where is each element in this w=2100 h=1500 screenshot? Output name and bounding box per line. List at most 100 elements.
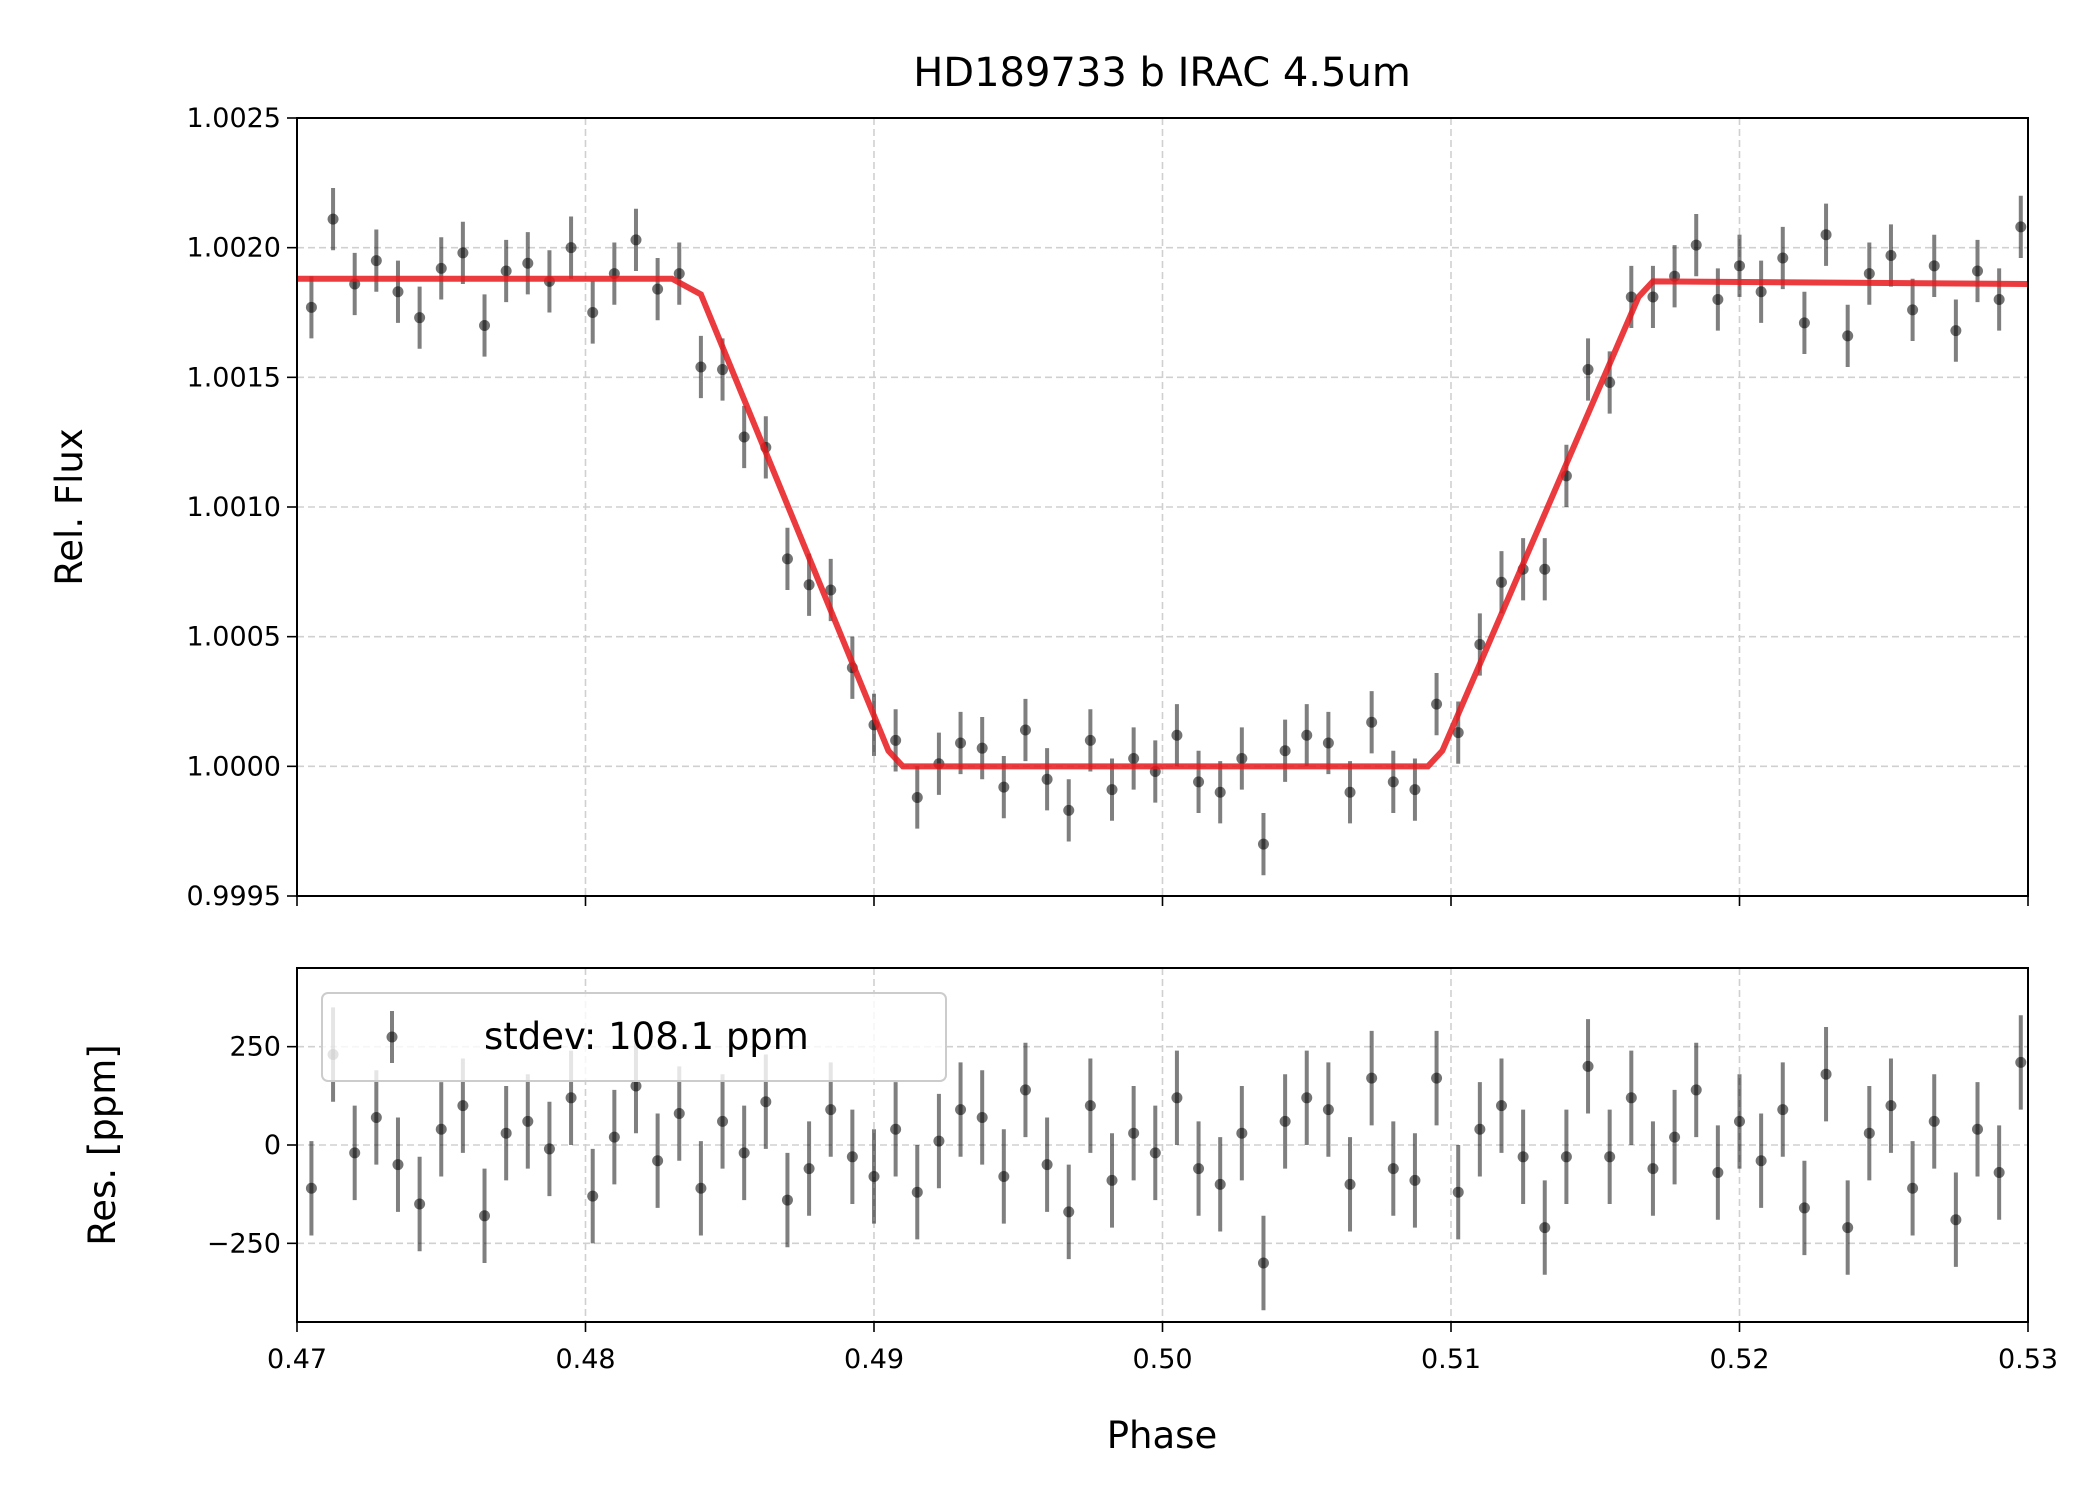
data-point bbox=[1106, 1174, 1118, 1186]
data-point bbox=[1993, 1167, 2005, 1179]
data-point bbox=[1128, 1127, 1140, 1139]
data-point bbox=[1474, 1123, 1486, 1135]
data-point bbox=[1495, 576, 1507, 588]
data-point bbox=[1690, 1084, 1702, 1096]
data-point bbox=[1972, 265, 1984, 277]
data-point bbox=[305, 1182, 317, 1194]
data-point bbox=[695, 1182, 707, 1194]
data-point bbox=[587, 1190, 599, 1202]
data-point bbox=[803, 579, 815, 591]
y-tick-label: −250 bbox=[207, 1228, 281, 1259]
data-point bbox=[933, 1135, 945, 1147]
data-point bbox=[1647, 291, 1659, 303]
data-point bbox=[1344, 786, 1356, 798]
plot-area: −250 0 250 0.47 0.48 0.49 0.50 0.51 0.52 0.53 stde… bbox=[207, 967, 2058, 1375]
x-axis-label: Phase bbox=[1107, 1414, 1217, 1457]
data-point bbox=[1257, 838, 1269, 850]
data-point bbox=[1279, 1115, 1291, 1127]
model-line bbox=[297, 275, 2029, 770]
data-point bbox=[630, 234, 642, 246]
data-point bbox=[1625, 291, 1637, 303]
data-point bbox=[1928, 1115, 1940, 1127]
data-point bbox=[976, 1111, 988, 1123]
data-point bbox=[1387, 776, 1399, 788]
x-tick-label: 0.53 bbox=[1998, 1344, 2058, 1375]
data-point bbox=[1171, 1092, 1183, 1104]
data-point bbox=[846, 1151, 858, 1163]
data-point bbox=[717, 364, 729, 376]
data-point bbox=[608, 1131, 620, 1143]
data-point bbox=[565, 242, 577, 254]
data-point bbox=[1755, 286, 1767, 298]
data-point bbox=[803, 1163, 815, 1175]
data-point bbox=[1409, 1174, 1421, 1186]
data-point bbox=[327, 213, 339, 225]
data-point bbox=[370, 1111, 382, 1123]
data-point bbox=[392, 286, 404, 298]
data-point bbox=[673, 268, 685, 280]
data-point bbox=[500, 265, 512, 277]
data-point bbox=[522, 1115, 534, 1127]
axes-frame bbox=[296, 967, 2029, 1323]
data-point bbox=[1842, 330, 1854, 342]
data-point bbox=[1950, 325, 1962, 337]
data-point bbox=[630, 1080, 642, 1092]
data-point bbox=[414, 312, 426, 324]
data-point bbox=[1171, 729, 1183, 741]
x-tick-label: 0.47 bbox=[267, 1344, 327, 1375]
data-point bbox=[1452, 727, 1464, 739]
data-point bbox=[890, 734, 902, 746]
data-point bbox=[955, 737, 967, 749]
data-point bbox=[955, 1104, 967, 1116]
data-point bbox=[457, 1100, 469, 1112]
data-point bbox=[305, 301, 317, 313]
data-point bbox=[1863, 268, 1875, 280]
plot-area: 0.9995 1.0000 1.0005 1.0010 1.0015 1.0020 1.00… bbox=[187, 103, 2029, 912]
data-point bbox=[1495, 1100, 1507, 1112]
data-point bbox=[1582, 1060, 1594, 1072]
data-point bbox=[1279, 745, 1291, 757]
data-point bbox=[435, 262, 447, 274]
data-point bbox=[781, 553, 793, 565]
data-point bbox=[2015, 1056, 2027, 1068]
data-point bbox=[1149, 1147, 1161, 1159]
data-point bbox=[1560, 1151, 1572, 1163]
data-point bbox=[717, 1115, 729, 1127]
data-point bbox=[1236, 1127, 1248, 1139]
data-point bbox=[760, 1096, 772, 1108]
data-point bbox=[457, 247, 469, 259]
data-point bbox=[1604, 377, 1616, 389]
y-axis-label: Res. [ppm] bbox=[81, 1044, 124, 1246]
data-point bbox=[1193, 1163, 1205, 1175]
data-point bbox=[1106, 784, 1118, 796]
data-point bbox=[587, 307, 599, 318]
legend-marker bbox=[386, 1031, 398, 1043]
x-tick-label: 0.48 bbox=[555, 1344, 615, 1375]
x-tick-label: 0.49 bbox=[844, 1344, 904, 1375]
data-point bbox=[1301, 1092, 1313, 1104]
data-point bbox=[825, 584, 837, 596]
y-tick-label: 1.0020 bbox=[187, 233, 281, 264]
y-tick-label: 0 bbox=[264, 1130, 281, 1161]
legend-label: stdev: 108.1 ppm bbox=[484, 1015, 809, 1058]
data-point bbox=[1712, 294, 1724, 306]
data-point bbox=[1604, 1151, 1616, 1163]
data-point bbox=[1539, 1222, 1551, 1234]
data-point bbox=[1474, 638, 1486, 650]
data-point bbox=[695, 361, 707, 373]
data-point bbox=[349, 1147, 361, 1159]
data-point bbox=[1409, 784, 1421, 796]
data-point bbox=[2015, 221, 2027, 233]
data-point bbox=[1084, 734, 1096, 746]
data-point bbox=[868, 1170, 880, 1182]
data-point bbox=[1647, 1163, 1659, 1175]
data-point bbox=[1214, 786, 1226, 798]
data-point bbox=[1452, 1186, 1464, 1198]
data-point bbox=[1928, 260, 1940, 272]
data-point bbox=[1322, 737, 1334, 749]
data-point bbox=[370, 255, 382, 267]
data-point bbox=[1907, 1182, 1919, 1194]
data-point bbox=[1993, 294, 2005, 306]
